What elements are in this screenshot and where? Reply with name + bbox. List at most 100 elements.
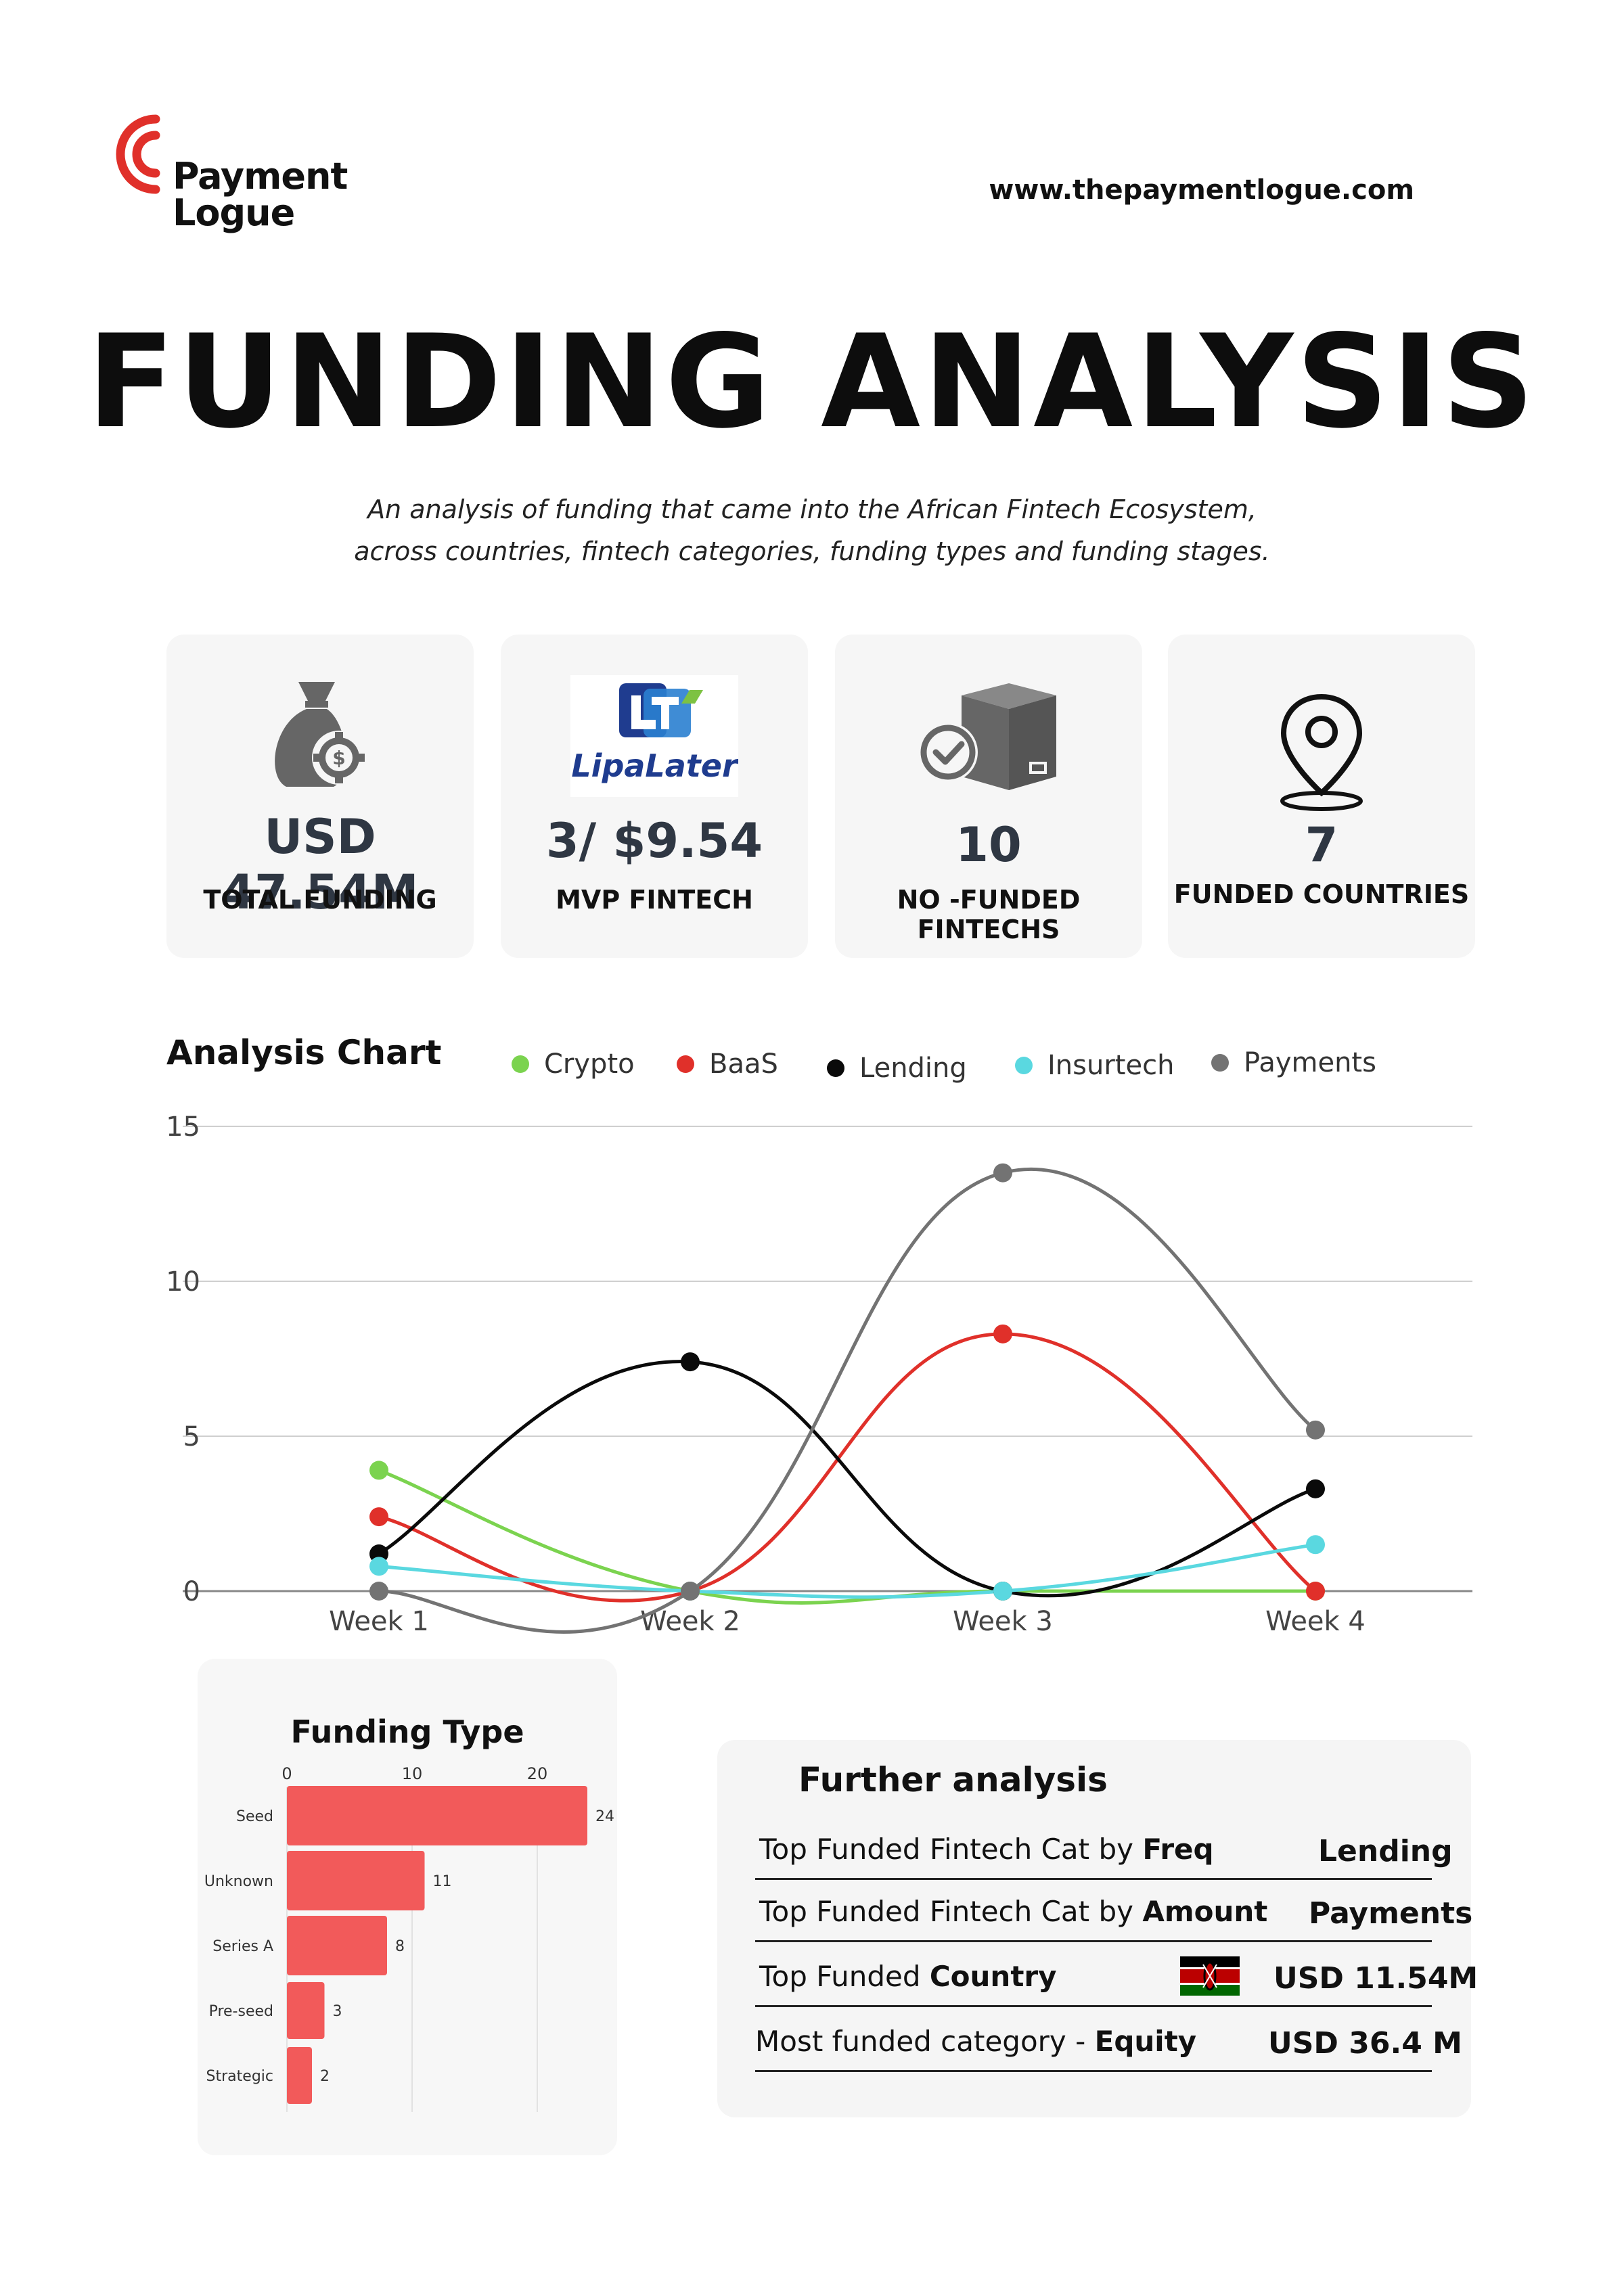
data-point-crypto[interactable] [369, 1461, 388, 1480]
analysis-row-category: Most funded category - Equity USD 36.4 M [755, 2008, 1462, 2072]
data-point-payments[interactable] [681, 1582, 700, 1601]
x-tick-label: 20 [527, 1764, 548, 1783]
legend-item-crypto[interactable]: Crypto [512, 1049, 635, 1080]
stat-value: 7 [1305, 817, 1338, 873]
data-point-lending[interactable] [1306, 1479, 1325, 1498]
series-line-payments [378, 1167, 1317, 1634]
page-title: FUNDING ANALYSIS [87, 307, 1537, 457]
logo-text-line2: Logue [173, 191, 295, 234]
logo-mark-icon [116, 114, 160, 194]
page-subtitle: An analysis of funding that came into th… [0, 488, 1624, 572]
y-tick-label: 5 [183, 1421, 200, 1452]
funding-type-bar-chart: Funding Type 0 10 20 Seed 24 Unknown 11 Series A… [204, 1714, 614, 2112]
legend-label: Payments [1244, 1047, 1376, 1078]
data-point-payments[interactable] [1306, 1420, 1325, 1440]
x-tick-label: 10 [402, 1764, 423, 1783]
category-label: Strategic [206, 2068, 273, 2085]
x-tick-label: Week 1 [329, 1606, 429, 1637]
stat-label: MVP FINTECH [556, 885, 753, 915]
x-tick-label: Week 3 [953, 1606, 1053, 1637]
bar-seed[interactable] [287, 1786, 587, 1845]
bar-strategic[interactable] [287, 2047, 312, 2104]
analysis-row-freq: Top Funded Fintech Cat by Freq Lending [755, 1816, 1453, 1880]
logo-text: LipaLater [571, 748, 738, 784]
subtitle-line-2: across countries, fintech categories, fu… [354, 536, 1270, 566]
data-point-baas[interactable] [369, 1507, 388, 1527]
subtitle-line-1: An analysis of funding that came into th… [367, 495, 1257, 524]
stat-label: TOTAL FUNDING [203, 885, 437, 915]
row-label: Top Funded Fintech Cat by Freq [759, 1833, 1214, 1866]
x-tick-label: 0 [281, 1764, 292, 1783]
legend-item-lending[interactable]: Lending [827, 1053, 967, 1084]
row-label-bold: Freq [1142, 1833, 1214, 1866]
legend-item-insurtech[interactable]: Insurtech [1015, 1050, 1174, 1081]
y-tick-label: 10 [166, 1266, 200, 1298]
row-label: Top Funded Fintech Cat by Amount [759, 1895, 1267, 1928]
legend-label: Crypto [544, 1049, 635, 1080]
bar-value-label: 2 [320, 2068, 330, 2085]
legend-label: Insurtech [1047, 1050, 1175, 1081]
stat-value: 10 [955, 817, 1022, 873]
bar-pre-seed[interactable] [287, 1982, 325, 2039]
legend-item-baas[interactable]: BaaS [677, 1049, 778, 1080]
bar-value-label: 8 [395, 1938, 405, 1955]
category-label: Unknown [204, 1873, 273, 1890]
svg-text:$: $ [332, 747, 345, 769]
series-line-insurtech [378, 1542, 1316, 1599]
bar-value-label: 24 [595, 1808, 614, 1825]
data-point-payments[interactable] [369, 1582, 388, 1601]
category-label: Series A [212, 1938, 273, 1955]
category-label: Seed [236, 1808, 273, 1825]
stat-card-funded-countries: 7 FUNDED COUNTRIES [1168, 635, 1475, 958]
category-label: Pre-seed [209, 2003, 273, 2020]
data-point-insurtech[interactable] [993, 1582, 1012, 1601]
row-value: USD 11.54M [1273, 1961, 1479, 1996]
legend-swatch [827, 1059, 844, 1077]
legend-swatch [1211, 1054, 1229, 1072]
funding-type-panel: Funding Type 0 10 20 Seed 24 Unknown 11 Series A… [198, 1659, 617, 2155]
row-label-prefix: Most funded category - [755, 2025, 1095, 2058]
further-analysis-title: Further analysis [798, 1760, 1108, 1799]
row-label: Most funded category - Equity [755, 2025, 1196, 2058]
kenya-flag-icon [1180, 1956, 1240, 1996]
stat-label: FUNDED COUNTRIES [1173, 879, 1470, 909]
data-point-lending[interactable] [681, 1352, 700, 1372]
stat-card-total-funding: $ USD 47.54M TOTAL FUNDING [166, 635, 474, 958]
bar-value-label: 3 [333, 2003, 342, 2020]
row-label-bold: Country [929, 1960, 1057, 1993]
y-tick-label: 0 [183, 1576, 200, 1607]
series-line-baas [378, 1332, 1317, 1603]
stat-card-mvp-fintech: LipaLater 3/ $9.54 MVP FINTECH [501, 635, 808, 958]
series-line-lending [378, 1360, 1316, 1598]
legend-item-payments[interactable]: Payments [1211, 1047, 1376, 1078]
row-value: USD 36.4 M [1268, 2026, 1462, 2061]
row-label-prefix: Top Funded [759, 1960, 930, 1993]
row-label-bold: Equity [1094, 2025, 1197, 2058]
stat-label: NO -FUNDED FINTECHS [897, 885, 1081, 944]
lipalater-logo: LipaLater [570, 675, 738, 797]
stat-card-funded-fintechs: 10 NO -FUNDED FINTECHS [835, 635, 1142, 958]
analysis-row-amount: Top Funded Fintech Cat by Amount Payment… [755, 1878, 1472, 1942]
row-label: Top Funded Country [759, 1960, 1057, 1993]
bar-value-label: 11 [433, 1873, 452, 1890]
row-label-bold: Amount [1142, 1895, 1268, 1928]
row-value: Lending [1318, 1834, 1453, 1868]
data-point-insurtech[interactable] [369, 1557, 388, 1576]
funding-type-title: Funding Type [290, 1714, 524, 1750]
data-point-insurtech[interactable] [1306, 1535, 1325, 1555]
stat-value: 3/ $9.54 [545, 813, 763, 869]
legend-label: Lending [859, 1053, 967, 1084]
money-bag-gear-icon: $ [275, 682, 366, 787]
bar-unknown[interactable] [287, 1851, 425, 1910]
bar-series-a[interactable] [287, 1916, 387, 1975]
website-link[interactable]: www.thepaymentlogue.com [989, 175, 1414, 206]
stat-value: USD 47.54M [221, 809, 419, 920]
data-point-payments[interactable] [993, 1163, 1012, 1183]
row-label-prefix: Top Funded Fintech Cat by [759, 1833, 1143, 1866]
box-check-icon [918, 683, 1056, 790]
row-value: Payments [1309, 1896, 1473, 1931]
x-tick-label: Week 4 [1265, 1606, 1366, 1637]
data-point-baas[interactable] [993, 1324, 1012, 1344]
data-point-baas[interactable] [1306, 1582, 1325, 1601]
